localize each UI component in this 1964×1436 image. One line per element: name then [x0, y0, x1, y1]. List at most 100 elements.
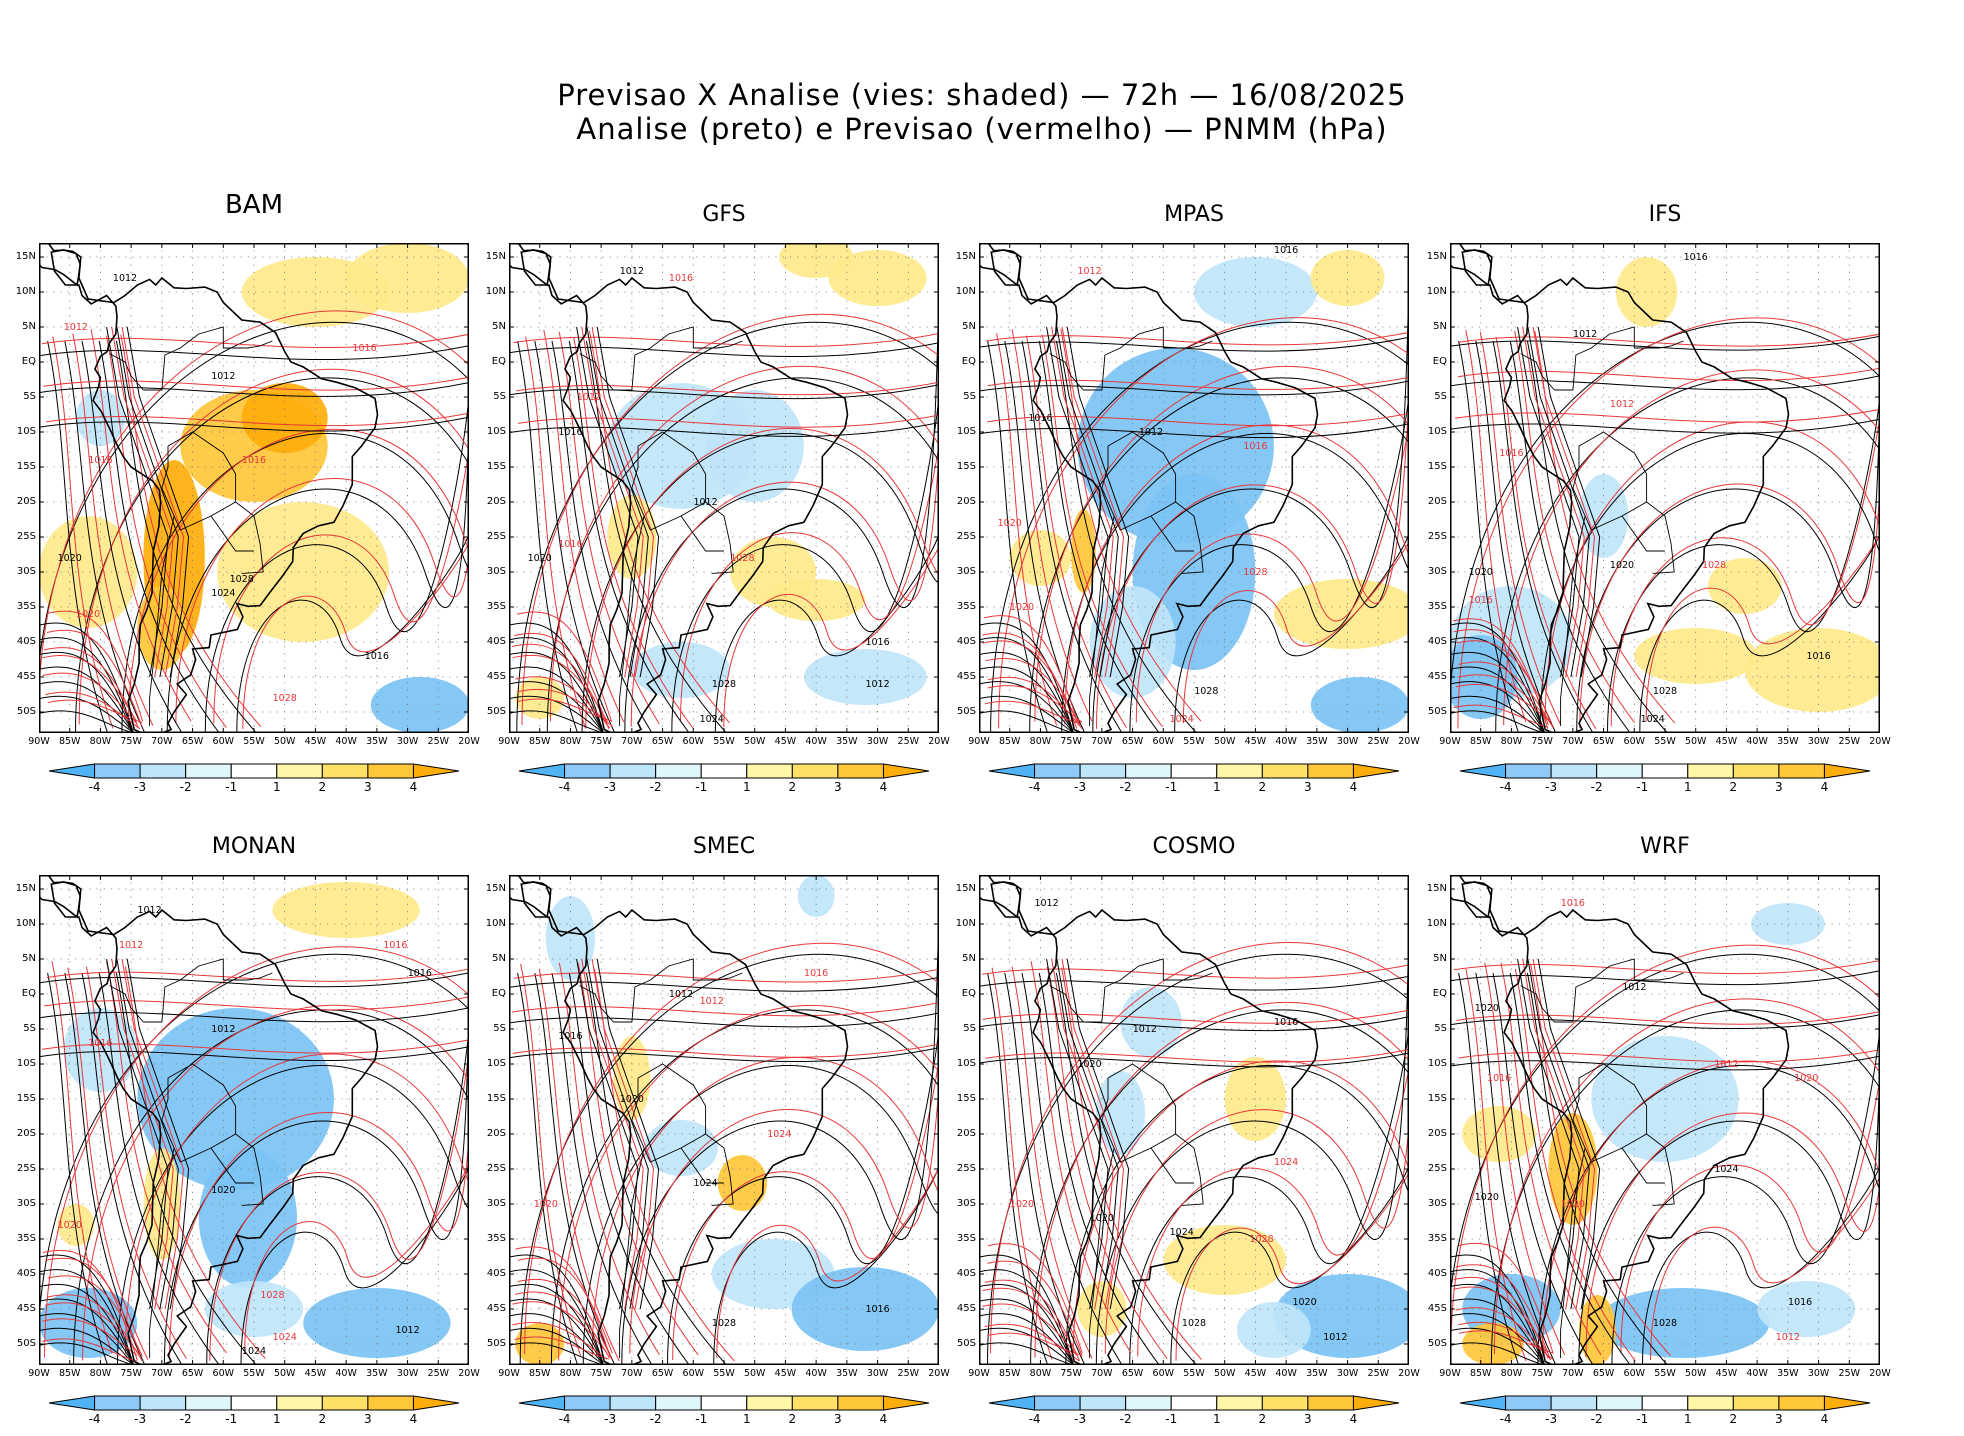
colorbar-label: -4	[88, 1412, 101, 1426]
analysis-isobar-label: 1016	[1684, 252, 1708, 263]
forecast-isobar-label: 1024	[1274, 1157, 1298, 1168]
lon-tick-label: 90W	[28, 1368, 50, 1379]
positive-bias-area	[57, 1204, 95, 1246]
lon-tick-label: 20W	[458, 1368, 480, 1379]
forecast-isobar-label: 1016	[1561, 898, 1585, 909]
analysis-isobar	[116, 326, 179, 678]
analysis-isobar	[121, 433, 469, 733]
forecast-isobar	[517, 698, 613, 722]
analysis-isobar	[509, 384, 939, 400]
forecast-isobar	[213, 447, 469, 724]
forecast-isobar	[514, 968, 939, 983]
lat-tick-label: 10S	[16, 1058, 36, 1069]
forecast-isobar-label: 1028	[260, 1290, 284, 1301]
negative-bias-area	[1310, 677, 1409, 733]
analysis-isobar-label: 1020	[1475, 1192, 1499, 1203]
analysis-isobar-label: 1028	[1194, 686, 1218, 697]
forecast-isobar	[558, 331, 660, 725]
forecast-isobar	[1458, 661, 1554, 729]
forecast-isobar-label: 1020	[76, 609, 100, 620]
country-border	[1101, 446, 1109, 489]
analysis-isobar	[1458, 340, 1520, 733]
negative-bias-area	[797, 875, 835, 917]
country-border	[680, 515, 724, 552]
lon-tick-label: 50W	[1213, 736, 1236, 747]
country-border	[1049, 985, 1084, 1023]
lat-tick-label: 20S	[956, 496, 976, 507]
forecast-isobar	[1034, 366, 1409, 722]
forecast-isobar	[1457, 317, 1880, 729]
analysis-isobar	[39, 1254, 135, 1365]
country-border	[161, 487, 236, 531]
forecast-isobar-label: 1020	[534, 1199, 558, 1210]
colorbar-label: 3	[1775, 780, 1783, 794]
forecast-isobar	[43, 376, 469, 391]
lon-tick-label: 90W	[498, 1368, 520, 1379]
colorbar-label: -1	[695, 1412, 708, 1426]
forecast-isobar-label: 1016	[88, 455, 112, 466]
analysis-isobar-label: 1016	[1274, 245, 1298, 256]
lat-tick-label: 30S	[1427, 1198, 1447, 1209]
forecast-isobar	[41, 333, 469, 348]
lat-tick-label: 35S	[956, 601, 976, 612]
forecast-isobar	[67, 967, 149, 1360]
analysis-isobar	[39, 1313, 134, 1365]
analysis-isobar-label: 1020	[1469, 567, 1493, 578]
analysis-isobar	[1492, 972, 1594, 1365]
analysis-isobar	[1527, 326, 1590, 678]
lat-tick-label: 15S	[486, 1093, 506, 1104]
colorbar-segment	[609, 1395, 657, 1411]
forecast-isobar	[169, 1112, 469, 1357]
coastline	[990, 881, 1319, 1365]
analysis-isobar	[1038, 972, 1160, 1365]
lat-tick-label: EQ	[491, 356, 506, 367]
lat-tick-label: 5N	[962, 953, 976, 964]
lat-tick-label: 35S	[486, 1233, 506, 1244]
lat-tick-label: 20S	[486, 496, 506, 507]
forecast-isobar	[106, 960, 227, 1354]
analysis-isobar-label: 1020	[620, 1094, 644, 1105]
lon-tick-label: 25W	[1838, 736, 1861, 747]
forecast-isobar	[525, 336, 587, 729]
lon-tick-label: 35W	[366, 736, 388, 747]
positive-bias-area	[828, 250, 927, 306]
colorbar-label: 1	[1212, 780, 1221, 794]
forecast-isobar-label: 1024	[273, 1332, 297, 1343]
colorbar-label: -1	[1636, 780, 1649, 794]
colorbar: -4 -3 -2 -1 1 2 3 4	[1459, 763, 1871, 799]
forecast-isobar-label: 1028	[1249, 1234, 1273, 1245]
analysis-isobar	[671, 389, 939, 733]
forecast-isobar	[558, 1005, 939, 1361]
positive-bias-area	[1310, 250, 1385, 306]
panel-title-gfs: GFS	[702, 202, 746, 227]
analysis-isobar	[509, 1327, 604, 1365]
lat-tick-label: 10N	[15, 918, 36, 929]
colorbar-segment	[1505, 763, 1552, 779]
colorbar-label: 2	[1729, 780, 1738, 794]
colorbar-segment	[1307, 1395, 1354, 1411]
lat-tick-label: 50S	[1427, 1338, 1447, 1349]
lon-tick-label: 40W	[805, 1368, 827, 1379]
analysis-isobar	[64, 972, 146, 1365]
lat-tick-label: 45S	[16, 1303, 36, 1314]
colorbar-segment	[48, 1395, 96, 1411]
colorbar-label: -4	[558, 1412, 571, 1426]
lon-tick-label: 70W	[1091, 736, 1113, 747]
forecast-isobar	[517, 414, 939, 428]
forecast-isobar	[41, 655, 138, 722]
analysis-isobar	[166, 246, 469, 733]
forecast-isobar-label: 1028	[730, 553, 754, 564]
lat-tick-label: 40S	[1427, 636, 1447, 647]
forecast-isobar	[46, 629, 143, 726]
forecast-isobar-label: 1012	[1077, 266, 1101, 277]
country-border	[1089, 1147, 1115, 1358]
figure-title-line2: Analise (preto) e Previsao (vermelho) — …	[576, 112, 1388, 146]
forecast-isobar	[209, 1047, 469, 1361]
forecast-isobar-label: 1016	[352, 343, 376, 354]
analysis-isobar-label: 1016	[365, 651, 389, 662]
lon-tick-label: 35W	[1306, 1368, 1328, 1379]
lon-tick-label: 25W	[427, 736, 450, 747]
colorbar-segment	[1261, 1395, 1309, 1411]
forecast-isobar	[514, 1336, 610, 1360]
coastline	[50, 249, 379, 733]
